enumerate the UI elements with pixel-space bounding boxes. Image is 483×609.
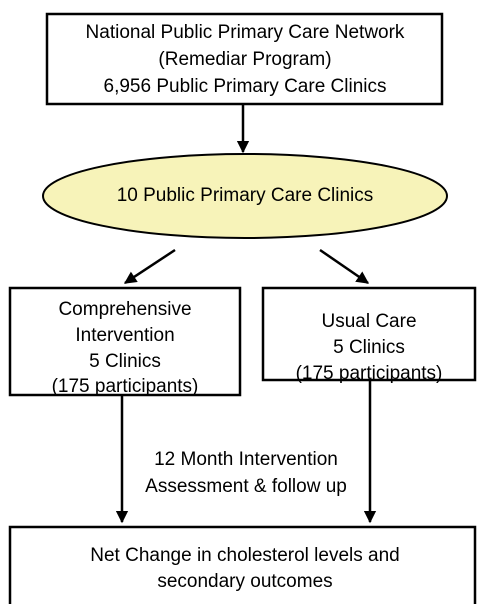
node-text: 5 Clinics xyxy=(333,337,405,358)
node-text: Net Change in cholesterol levels and xyxy=(90,545,399,566)
node-text: Comprehensive xyxy=(58,299,191,320)
node-text: 6,956 Public Primary Care Clinics xyxy=(104,76,387,97)
node-text: (175 participants) xyxy=(52,376,199,397)
node-text: Usual Care xyxy=(321,311,416,332)
edge-label: 12 Month Intervention xyxy=(154,449,338,470)
usual-care-box xyxy=(261,286,477,382)
node-text: National Public Primary Care Network xyxy=(86,22,405,43)
node-text: secondary outcomes xyxy=(157,571,332,592)
edge-label: Assessment & follow up xyxy=(145,476,347,497)
node-text: 5 Clinics xyxy=(89,351,161,372)
intervention-box xyxy=(8,286,242,397)
arrow xyxy=(319,248,370,285)
outcome-box xyxy=(8,525,477,609)
arrow xyxy=(123,248,176,285)
node-text: (175 participants) xyxy=(296,363,443,384)
node-text: 10 Public Primary Care Clinics xyxy=(117,185,374,206)
network-box xyxy=(45,12,444,106)
clinics-ellipse xyxy=(42,153,448,239)
node-text: (Remediar Program) xyxy=(158,49,331,70)
node-text: Intervention xyxy=(75,325,174,346)
